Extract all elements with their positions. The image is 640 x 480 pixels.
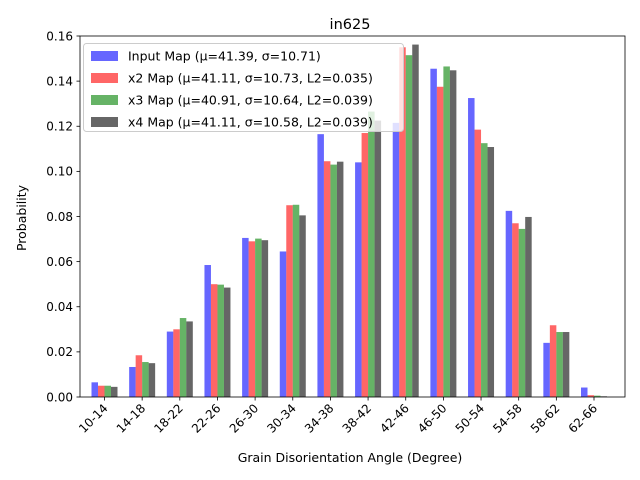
bar-series-3-cat-7: [374, 120, 382, 398]
legend-swatch-2: [91, 95, 118, 105]
y-tick-label: 0.12: [46, 120, 73, 134]
bar-series-1-cat-11: [512, 223, 519, 397]
y-axis-label: Probability: [14, 184, 29, 251]
y-tick-label: 0.06: [46, 255, 73, 269]
bar-series-0-cat-4: [242, 237, 249, 397]
x-tick-label: 54-58: [490, 401, 525, 436]
legend-label-2: x3 Map (μ=40.91, σ=10.64, L2=0.039): [128, 93, 373, 108]
x-tick-label: 26-30: [227, 401, 262, 436]
bar-series-1-cat-1: [135, 355, 143, 397]
bar-series-0-cat-5: [279, 251, 287, 397]
bar-series-3-cat-4: [261, 240, 269, 397]
x-tick-label: 46-50: [415, 401, 450, 436]
bar-series-3-cat-6: [336, 161, 344, 397]
bar-series-2-cat-3: [217, 284, 224, 397]
bar-series-1-cat-13: [587, 395, 594, 397]
x-tick-label: 10-14: [76, 401, 111, 436]
bar-series-2-cat-8: [405, 55, 413, 398]
bars-group: [91, 44, 607, 398]
y-tick-label: 0.14: [46, 74, 73, 88]
bar-series-0-cat-13: [581, 387, 588, 397]
bar-series-1-cat-10: [474, 129, 482, 397]
bar-series-1-cat-4: [248, 241, 256, 397]
bar-series-2-cat-11: [518, 228, 526, 397]
bar-series-0-cat-1: [129, 366, 136, 397]
bar-series-0-cat-8: [392, 122, 400, 398]
bar-series-1-cat-9: [436, 86, 444, 398]
x-tick-label: 14-18: [114, 401, 149, 436]
y-tick-label: 0.10: [46, 165, 73, 179]
bar-series-2-cat-5: [292, 204, 300, 397]
bar-series-3-cat-9: [449, 70, 457, 398]
legend-swatch-1: [91, 73, 118, 83]
bar-series-0-cat-9: [430, 68, 437, 397]
bar-series-2-cat-10: [481, 143, 488, 397]
bar-series-2-cat-9: [443, 66, 450, 398]
bar-series-3-cat-10: [487, 147, 495, 397]
bar-series-3-cat-8: [412, 44, 419, 397]
x-tick-label: 58-62: [528, 401, 563, 436]
bar-series-2-cat-6: [330, 164, 337, 397]
bar-series-2-cat-1: [142, 362, 149, 397]
x-tick-label: 22-26: [189, 401, 224, 436]
bar-series-3-cat-2: [186, 321, 193, 397]
bar-series-1-cat-8: [399, 47, 406, 397]
y-tick-label: 0.00: [46, 390, 73, 404]
x-tick-label: 38-42: [340, 401, 375, 436]
x-tick-label: 30-34: [264, 401, 299, 436]
y-tick-label: 0.04: [46, 300, 73, 314]
bar-series-2-cat-7: [368, 111, 375, 397]
bar-series-0-cat-6: [317, 134, 324, 397]
chart-title: in625: [330, 17, 371, 33]
bar-series-0-cat-2: [166, 331, 174, 397]
bar-series-0-cat-3: [204, 265, 211, 397]
bar-series-2-cat-2: [179, 318, 187, 397]
bar-series-3-cat-0: [111, 386, 118, 397]
legend-label-3: x4 Map (μ=41.11, σ=10.58, L2=0.039): [128, 115, 373, 130]
bar-series-1-cat-6: [323, 161, 331, 397]
bar-series-1-cat-3: [210, 284, 218, 397]
bar-series-3-cat-3: [223, 287, 231, 397]
bar-series-0-cat-12: [543, 342, 550, 397]
bar-series-3-cat-1: [148, 363, 156, 397]
bar-series-3-cat-11: [525, 216, 532, 397]
x-tick-label: 18-22: [151, 401, 186, 436]
y-tick-label: 0.02: [46, 345, 73, 359]
y-tick-label: 0.16: [46, 29, 73, 43]
legend-swatch-0: [91, 51, 118, 61]
bar-series-1-cat-2: [173, 329, 180, 397]
bar-series-0-cat-10: [468, 98, 475, 398]
legend-box: [83, 43, 404, 132]
bar-series-3-cat-5: [299, 215, 306, 397]
bar-series-1-cat-0: [98, 385, 105, 397]
bar-series-1-cat-12: [549, 325, 557, 397]
bar-series-2-cat-13: [594, 395, 601, 397]
x-tick-label: 62-66: [566, 401, 601, 436]
bar-series-3-cat-12: [562, 332, 570, 397]
x-tick-label: 50-54: [453, 401, 488, 436]
bar-series-1-cat-7: [361, 133, 369, 397]
bar-series-2-cat-12: [556, 332, 563, 397]
x-axis-label: Grain Disorientation Angle (Degree): [238, 450, 463, 465]
bar-series-2-cat-4: [255, 238, 262, 397]
legend: Input Map (μ=41.39, σ=10.71) x2 Map (μ=41…: [83, 43, 404, 132]
y-tick-label: 0.08: [46, 210, 73, 224]
bar-series-0-cat-11: [505, 210, 513, 397]
bar-series-2-cat-0: [104, 385, 111, 397]
legend-swatch-3: [91, 117, 118, 127]
legend-label-0: Input Map (μ=41.39, σ=10.71): [128, 49, 321, 64]
legend-label-1: x2 Map (μ=41.11, σ=10.73, L2=0.035): [128, 71, 373, 86]
bar-series-1-cat-5: [286, 205, 293, 397]
x-tick-label: 42-46: [377, 401, 412, 436]
bar-series-0-cat-0: [91, 382, 98, 397]
bar-series-0-cat-7: [355, 162, 362, 397]
x-tick-label: 34-38: [302, 401, 337, 436]
